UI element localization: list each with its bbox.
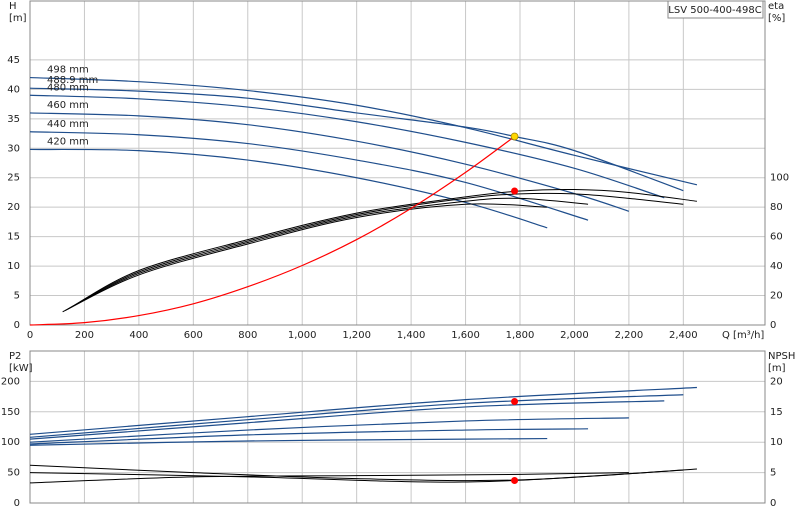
y2-tick-label: 0 <box>770 320 776 331</box>
curve <box>62 203 548 313</box>
curve <box>29 394 684 438</box>
y2-tick-label: 0 <box>770 498 776 509</box>
curve <box>29 131 589 221</box>
y-tick-label: 45 <box>7 55 20 66</box>
operating-point <box>510 132 519 141</box>
y2-tick-label: 15 <box>770 407 783 418</box>
operating-point <box>511 187 519 195</box>
y-tick-label: 15 <box>7 232 20 243</box>
chart-title: LSV 500-400-498C <box>668 5 761 16</box>
y-tick-label: 200 <box>1 376 20 387</box>
y2-axis-label: eta <box>768 1 784 12</box>
y-tick-label: 100 <box>1 437 20 448</box>
y-axis-label: P2 <box>9 351 21 362</box>
y2-tick-label: 10 <box>770 437 783 448</box>
y-axis-label: H <box>9 1 17 12</box>
x-tick-label: 1,400 <box>397 330 426 341</box>
curve-label: 460 mm <box>47 100 89 111</box>
curve <box>29 469 684 483</box>
curve <box>29 148 548 229</box>
operating-point <box>511 477 519 485</box>
curve <box>29 400 665 440</box>
y2-tick-label: 5 <box>770 468 776 479</box>
curve <box>29 76 698 186</box>
x-tick-label: 600 <box>184 330 203 341</box>
x-tick-label: 200 <box>75 330 94 341</box>
y-tick-label: 0 <box>14 498 20 509</box>
y-tick-label: 40 <box>7 84 20 95</box>
y2-tick-label: 20 <box>770 291 783 302</box>
x-tick-label: 400 <box>129 330 148 341</box>
x-tick-label: 0 <box>27 330 33 341</box>
curve <box>29 112 630 212</box>
curve <box>29 417 629 443</box>
curve-label: 440 mm <box>47 119 89 130</box>
y2-tick-label: 100 <box>770 173 789 184</box>
x-tick-label: 2,400 <box>669 330 698 341</box>
x-tick-label: 1,000 <box>288 330 317 341</box>
x-tick-label: 1,200 <box>342 330 371 341</box>
curve-label: 488.9 mm <box>47 75 98 86</box>
y2-axis-unit: [%] <box>768 13 785 24</box>
y2-tick-label: 80 <box>770 202 783 213</box>
curve <box>65 197 589 311</box>
y-tick-label: 5 <box>14 291 20 302</box>
y-tick-label: 50 <box>7 468 20 479</box>
y-tick-label: 30 <box>7 143 20 154</box>
y2-axis-label: NPSH <box>768 351 795 362</box>
y-axis-unit: [m] <box>9 13 27 24</box>
x-tick-label: 800 <box>238 330 257 341</box>
x-tick-label: 1,800 <box>506 330 535 341</box>
x-tick-label: 1,600 <box>451 330 480 341</box>
y-tick-label: 20 <box>7 202 20 213</box>
x-tick-label: 2,000 <box>560 330 589 341</box>
y-tick-label: 150 <box>1 407 20 418</box>
curve <box>70 188 698 308</box>
plot-frame <box>29 350 766 504</box>
y2-tick-label: 40 <box>770 261 783 272</box>
y-tick-label: 25 <box>7 173 20 184</box>
curve <box>29 428 589 445</box>
curve-label: 420 mm <box>47 136 89 147</box>
curve-label: 480 mm <box>47 82 89 93</box>
y-tick-label: 10 <box>7 261 20 272</box>
y-tick-label: 0 <box>14 320 20 331</box>
curve <box>29 136 515 326</box>
plot-frame <box>29 0 766 326</box>
curve <box>29 87 684 192</box>
x-axis-label: Q [m³/h] <box>722 330 764 341</box>
curve <box>29 472 629 484</box>
y-tick-label: 35 <box>7 114 20 125</box>
curve <box>67 192 684 310</box>
y-axis-unit: [kW] <box>9 363 33 374</box>
curve-label: 498 mm <box>47 65 89 76</box>
title-box <box>667 0 764 19</box>
operating-point <box>511 397 519 405</box>
y2-tick-label: 20 <box>770 376 783 387</box>
x-tick-label: 2,200 <box>615 330 644 341</box>
y2-tick-label: 60 <box>770 232 783 243</box>
curve <box>29 94 665 199</box>
y2-axis-unit: [m] <box>768 363 786 374</box>
curve <box>29 437 548 446</box>
curve <box>29 386 697 435</box>
